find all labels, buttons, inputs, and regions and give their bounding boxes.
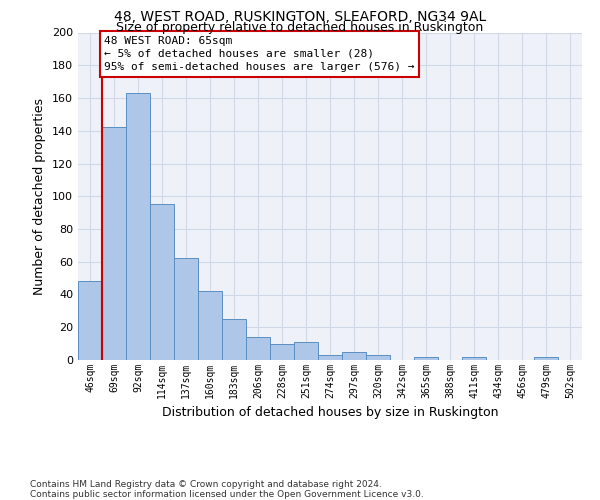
Y-axis label: Number of detached properties: Number of detached properties (34, 98, 46, 294)
Text: 48 WEST ROAD: 65sqm
← 5% of detached houses are smaller (28)
95% of semi-detache: 48 WEST ROAD: 65sqm ← 5% of detached hou… (104, 36, 415, 72)
Text: Size of property relative to detached houses in Ruskington: Size of property relative to detached ho… (116, 22, 484, 35)
Bar (342, 352, 366, 360)
Bar (462, 356, 486, 360)
Bar (126, 93, 150, 360)
Bar (294, 342, 318, 360)
Bar (534, 356, 558, 360)
Bar (366, 355, 390, 360)
Bar (198, 291, 222, 360)
Bar (414, 356, 438, 360)
Bar (246, 337, 270, 360)
Bar (270, 344, 294, 360)
Text: Contains HM Land Registry data © Crown copyright and database right 2024.
Contai: Contains HM Land Registry data © Crown c… (30, 480, 424, 499)
Bar (174, 258, 198, 360)
Bar (102, 128, 126, 360)
X-axis label: Distribution of detached houses by size in Ruskington: Distribution of detached houses by size … (162, 406, 498, 420)
Bar (222, 319, 246, 360)
Bar (318, 355, 342, 360)
Bar (150, 204, 174, 360)
Bar (78, 282, 102, 360)
Text: 48, WEST ROAD, RUSKINGTON, SLEAFORD, NG34 9AL: 48, WEST ROAD, RUSKINGTON, SLEAFORD, NG3… (114, 10, 486, 24)
